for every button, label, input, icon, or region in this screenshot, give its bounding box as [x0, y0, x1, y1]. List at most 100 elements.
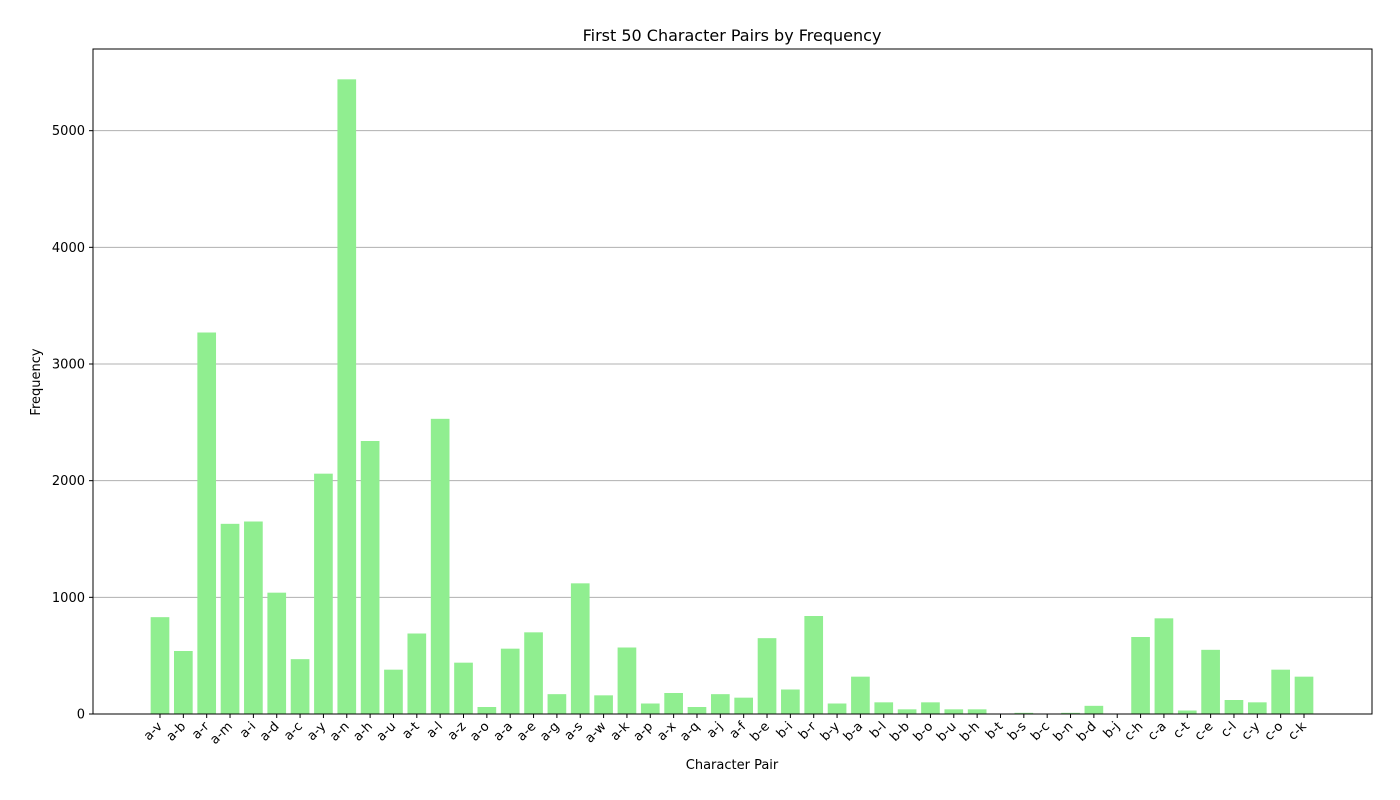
x-tick-label: a-b [164, 719, 189, 744]
y-tick-label: 1000 [52, 591, 85, 606]
bar-a-a [500, 648, 520, 714]
chart-title: First 50 Character Pairs by Frequency [583, 26, 882, 45]
x-tick-label: a-v [141, 719, 166, 744]
bar-a-f [734, 697, 754, 714]
x-tick-label: b-c [1028, 719, 1053, 744]
bar-c-l [1224, 700, 1244, 714]
x-tick-label: a-s [562, 719, 587, 744]
y-tick-label: 5000 [52, 124, 85, 139]
x-axis-title: Character Pair [686, 758, 779, 773]
x-tick-label: b-n [1051, 719, 1077, 745]
x-tick-label: c-a [1145, 719, 1170, 744]
x-tick-label: c-l [1218, 719, 1240, 741]
x-tick-label: b-j [1101, 719, 1123, 741]
y-axis-title: Frequency [29, 348, 44, 415]
bar-a-o [477, 707, 497, 714]
x-tick-label: b-h [957, 719, 983, 745]
x-tick-label: a-m [207, 719, 236, 748]
bar-a-p [640, 703, 660, 714]
x-tick-label: c-t [1171, 719, 1194, 742]
bar-c-t [1177, 710, 1197, 714]
x-tick-label: c-e [1192, 719, 1217, 744]
bar-a-x [664, 693, 683, 714]
x-tick-label: a-q [677, 719, 702, 744]
bar-b-l [874, 702, 894, 714]
x-tick-label: a-l [424, 719, 446, 741]
bar-b-i [781, 689, 800, 714]
x-tick-label: b-r [796, 719, 820, 743]
bar-c-k [1294, 676, 1314, 714]
bar-b-s [1014, 712, 1034, 714]
bar-a-l [430, 418, 450, 714]
x-tick-label: a-u [374, 719, 399, 744]
x-tick-label: b-t [983, 719, 1006, 742]
y-tick-label: 2000 [52, 474, 85, 489]
y-tick-label: 3000 [52, 358, 85, 373]
x-tick-label: c-h [1122, 719, 1147, 744]
x-tick-label: a-p [631, 719, 656, 744]
bar-a-s [570, 583, 590, 714]
bar-a-z [454, 662, 473, 714]
y-tick-label: 4000 [52, 241, 85, 256]
bar-b-h [967, 709, 987, 714]
bar-a-e [524, 632, 543, 714]
bar-a-y [314, 473, 333, 714]
bars [150, 79, 1314, 715]
bar-a-d [267, 592, 287, 714]
x-tick-label: c-o [1262, 719, 1287, 744]
bar-b-b [897, 709, 917, 714]
x-tick-label: a-j [704, 719, 726, 741]
bar-b-y [827, 703, 847, 714]
bar-a-j [710, 694, 730, 714]
bar-b-o [921, 702, 940, 714]
y-tick-label: 0 [77, 708, 85, 723]
bar-a-c [290, 659, 310, 714]
bar-a-q [687, 707, 707, 714]
x-tick-label: b-y [818, 719, 843, 744]
bar-a-w [594, 695, 613, 714]
x-tick-label: a-t [399, 719, 422, 742]
x-tick-label: a-f [727, 719, 750, 742]
bar-a-m [220, 523, 240, 714]
bar-c-o [1271, 669, 1290, 714]
bar-c-h [1131, 637, 1150, 714]
plot-area-frame [92, 48, 1373, 715]
y-axis: 0 1000 2000 3000 4000 5000 [52, 124, 93, 723]
x-tick-label: b-o [911, 719, 937, 745]
x-tick-label: a-k [608, 719, 633, 744]
x-tick-label: b-a [841, 719, 866, 744]
x-tick-label: a-x [654, 719, 679, 744]
bar-a-v [150, 617, 170, 714]
x-tick-label: a-n [327, 719, 352, 744]
x-tick-label: a-e [514, 719, 539, 744]
x-tick-label: b-d [1074, 719, 1100, 745]
x-tick-label: a-y [304, 719, 329, 744]
bar-a-r [197, 332, 217, 714]
x-tick-label: a-c [281, 719, 306, 744]
bar-a-u [384, 669, 403, 714]
x-tick-label: c-y [1239, 719, 1263, 743]
bar-a-b [174, 651, 193, 714]
bar-a-k [617, 647, 637, 714]
bar-c-a [1154, 618, 1174, 714]
grid-lines [93, 130, 1372, 598]
x-tick-label: c-k [1286, 719, 1311, 744]
bar-a-h [360, 441, 380, 714]
x-tick-label: a-w [582, 719, 609, 746]
x-tick-label: a-o [467, 719, 492, 744]
x-tick-label: b-l [867, 719, 889, 741]
x-tick-label: a-a [491, 719, 516, 744]
bar-a-g [547, 694, 567, 714]
x-axis: a-va-b a-ra-m a-ia-da-ca-ya-na-ha-u a-t a-la… [141, 714, 1310, 748]
x-tick-label: a-d [257, 719, 282, 744]
x-tick-label: a-z [445, 719, 470, 744]
x-tick-label: a-i [237, 719, 259, 741]
bar-b-r [804, 616, 824, 714]
x-tick-label: b-u [934, 719, 960, 745]
bar-b-u [944, 709, 964, 714]
bar-c-y [1247, 702, 1267, 714]
x-tick-label: a-g [537, 719, 562, 744]
bar-a-n [337, 79, 357, 715]
bar-b-n [1061, 712, 1080, 714]
